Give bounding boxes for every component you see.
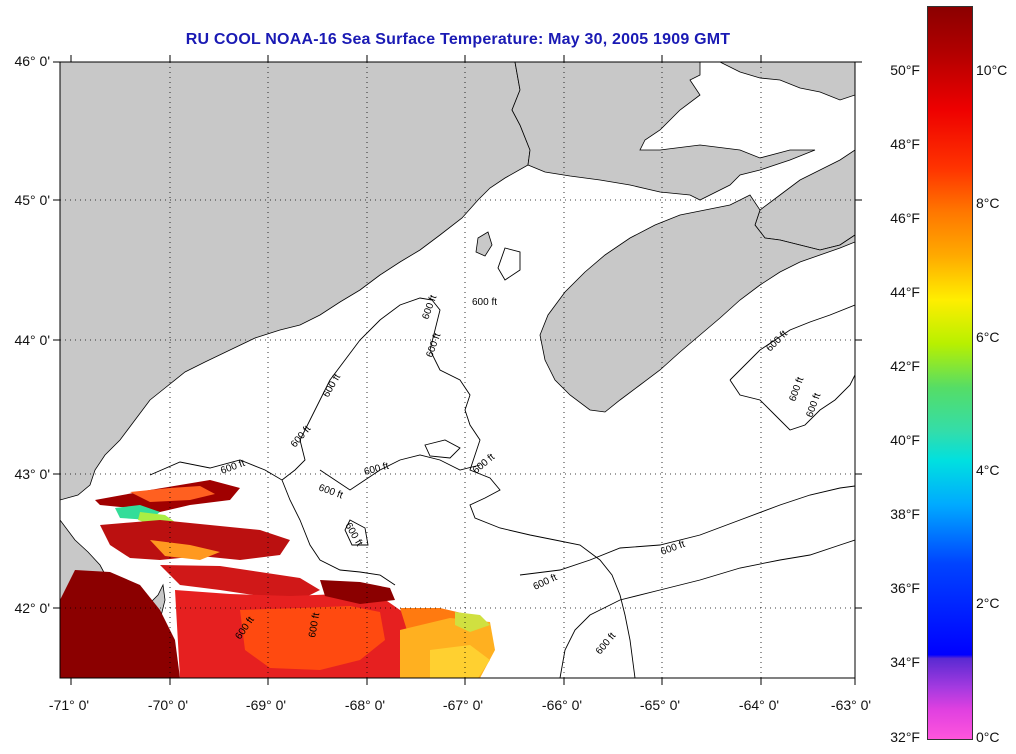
latitude-label: 42° 0' — [14, 600, 50, 616]
longitude-label: -63° 0' — [830, 697, 872, 713]
colorbar-fahrenheit-label: 42°F — [890, 358, 920, 374]
longitude-label: -71° 0' — [48, 697, 90, 713]
land-new-brunswick — [511, 62, 816, 201]
colorbar-fahrenheit-label: 44°F — [890, 284, 920, 300]
longitude-label: -66° 0' — [541, 697, 583, 713]
longitude-label: -68° 0' — [344, 697, 386, 713]
map-title: RU COOL NOAA-16 Sea Surface Temperature:… — [185, 31, 731, 48]
map-frame — [59, 61, 856, 679]
colorbar-celsius-label: 8°C — [976, 195, 1000, 211]
latitude-label: 43° 0' — [14, 466, 50, 482]
longitude-label: -69° 0' — [245, 697, 287, 713]
land-grand-manan — [475, 231, 493, 257]
land-northeast — [719, 62, 855, 101]
colorbar-celsius-label: 0°C — [976, 729, 1000, 745]
colorbar-fahrenheit-label: 48°F — [890, 136, 920, 152]
sst-data-layer — [60, 480, 495, 678]
longitude-label: -65° 0' — [639, 697, 681, 713]
colorbar-fahrenheit-label: 40°F — [890, 432, 920, 448]
longitude-label: -67° 0' — [442, 697, 484, 713]
longitude-label: -70° 0' — [147, 697, 189, 713]
colorbar-fahrenheit-label: 38°F — [890, 506, 920, 522]
land-nova-scotia — [539, 194, 855, 413]
temperature-colorbar — [927, 6, 973, 740]
latitude-label: 46° 0' — [14, 53, 50, 69]
contour-label: 600 ft — [472, 297, 497, 308]
colorbar-fahrenheit-label: 46°F — [890, 210, 920, 226]
colorbar-celsius-label: 4°C — [976, 462, 1000, 478]
longitude-label: -64° 0' — [738, 697, 780, 713]
colorbar-fahrenheit-label: 32°F — [890, 729, 920, 745]
colorbar-celsius-label: 2°C — [976, 595, 1000, 611]
colorbar-fahrenheit-label: 36°F — [890, 580, 920, 596]
tick-marks — [53, 55, 862, 685]
latitude-label: 45° 0' — [14, 192, 50, 208]
colorbar-celsius-label: 10°C — [976, 62, 1008, 78]
colorbar-celsius-label: 6°C — [976, 329, 1000, 345]
contour-label: 600 ft — [307, 612, 322, 639]
colorbar-fahrenheit-label: 50°F — [890, 62, 920, 78]
colorbar-fahrenheit-label: 34°F — [890, 654, 920, 670]
isobath-contours — [149, 247, 855, 678]
latitude-label: 44° 0' — [14, 332, 50, 348]
